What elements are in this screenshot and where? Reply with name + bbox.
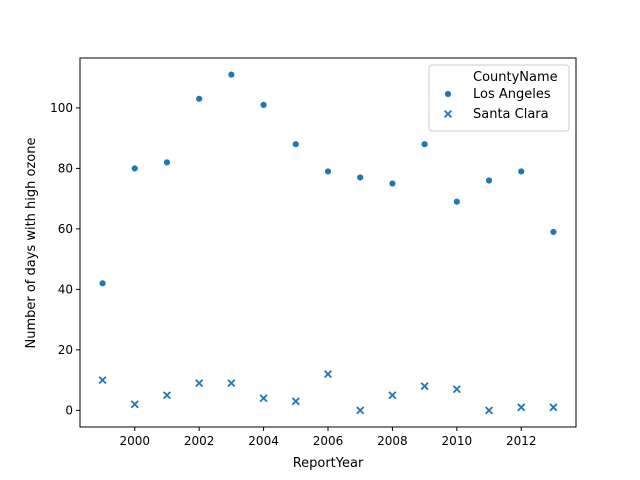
los-angeles-point [453, 197, 461, 206]
x-tick-label: 2004 [248, 434, 279, 448]
x-tick-label: 2002 [184, 434, 215, 448]
x-tick-label: 2006 [313, 434, 344, 448]
santa-clara-point [485, 406, 494, 415]
legend-marker-santa-clara [443, 109, 453, 119]
los-angeles-point [356, 173, 364, 182]
legend: CountyName Los Angeles Santa Clara [428, 64, 570, 132]
santa-clara-point [517, 403, 526, 412]
legend-label-santa-clara: Santa Clara [473, 107, 549, 122]
y-tick-label: 0 [65, 403, 73, 417]
santa-clara-point [452, 385, 461, 394]
legend-box [428, 64, 570, 132]
santa-clara-point [420, 382, 429, 391]
y-tick-label: 60 [58, 222, 73, 236]
los-angeles-point [227, 70, 236, 79]
santa-clara-point [323, 370, 333, 379]
santa-clara-point [549, 403, 558, 412]
los-angeles-point [517, 167, 525, 176]
x-axis-title: ReportYear [293, 456, 364, 471]
los-angeles-point [324, 167, 332, 176]
santa-clara-point [195, 379, 204, 388]
legend-marker-los-angeles [444, 90, 452, 98]
los-angeles-point [131, 164, 139, 173]
x-tick-label: 2012 [506, 434, 537, 448]
santa-clara-point [130, 400, 139, 409]
x-tick-label: 2010 [442, 434, 473, 448]
los-angeles-point [549, 228, 558, 236]
legend-title: CountyName [473, 70, 558, 85]
santa-clara-point [98, 376, 107, 385]
santa-clara-point [162, 391, 171, 400]
santa-clara-point [227, 379, 236, 388]
santa-clara-point [291, 397, 300, 406]
y-axis-title: Number of days with high ozone [24, 138, 39, 349]
los-angeles-point [98, 279, 107, 288]
y-tick-label: 100 [50, 101, 73, 115]
legend-label-los-angeles: Los Angeles [473, 87, 551, 102]
y-tick-label: 80 [58, 161, 73, 175]
los-angeles-point [485, 176, 493, 185]
x-tick-label: 2000 [119, 434, 150, 448]
los-angeles-point [388, 179, 397, 188]
x-tick-label: 2008 [377, 434, 408, 448]
los-angeles-point [163, 158, 171, 167]
los-angeles-point [292, 140, 300, 148]
los-angeles-point [259, 101, 268, 109]
los-angeles-point [420, 140, 429, 148]
santa-clara-point [388, 391, 397, 400]
y-tick-label: 20 [58, 343, 73, 357]
santa-clara-point [259, 394, 268, 403]
plot-area: 2000 2002 2004 2006 2008 2010 2012 0 20 40 60 80 100 [50, 57, 577, 448]
y-tick-label: 40 [58, 282, 73, 296]
los-angeles-point [195, 95, 203, 103]
santa-clara-point [356, 406, 365, 415]
